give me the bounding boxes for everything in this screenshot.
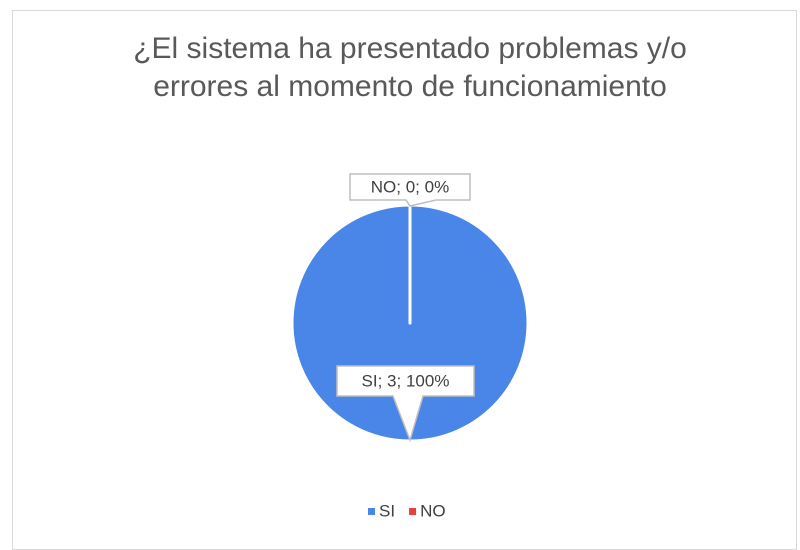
chart: SI; 3; 100% NO; 0; 0% SI NO [290, 173, 530, 520]
legend-marker [368, 508, 375, 515]
data-label: SI; 3; 100% [362, 371, 450, 390]
label-callout [336, 365, 475, 443]
legend-label: SI [379, 501, 395, 520]
chart-title: ¿El sistema ha presentado problemas y/o … [133, 32, 687, 103]
legend-marker [409, 508, 417, 515]
legend-label: NO [420, 501, 446, 520]
data-label: NO; 0; 0% [371, 177, 449, 196]
page: ¿El sistema ha presentado problemas y/o … [12, 10, 797, 550]
label-callout [349, 173, 471, 207]
